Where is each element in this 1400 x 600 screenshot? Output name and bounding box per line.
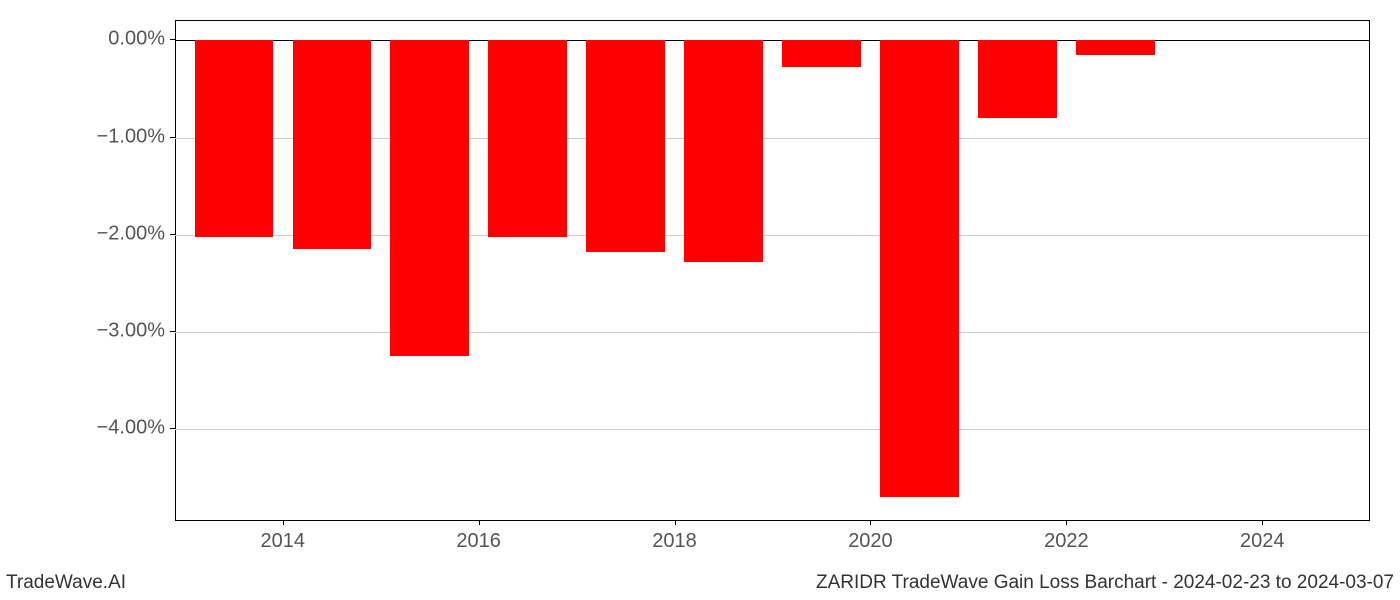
y-tick-mark xyxy=(170,428,175,429)
bar xyxy=(488,40,566,236)
x-tick-mark xyxy=(1066,520,1067,525)
footer-caption: ZARIDR TradeWave Gain Loss Barchart - 20… xyxy=(816,572,1394,594)
x-tick-label: 2018 xyxy=(652,530,697,553)
y-tick-mark xyxy=(170,137,175,138)
y-tick-mark xyxy=(170,234,175,235)
x-tick-label: 2020 xyxy=(848,530,893,553)
gridline xyxy=(175,429,1369,430)
y-tick-label: −4.00% xyxy=(25,416,165,439)
chart-plot-area xyxy=(175,20,1370,520)
gridline xyxy=(175,332,1369,333)
x-tick-mark xyxy=(479,520,480,525)
bar xyxy=(586,40,664,252)
bar xyxy=(684,40,762,261)
bar xyxy=(1076,40,1154,55)
bar xyxy=(978,40,1056,118)
bar xyxy=(195,40,273,237)
y-tick-label: −2.00% xyxy=(25,222,165,245)
x-tick-mark xyxy=(675,520,676,525)
y-tick-label: −1.00% xyxy=(25,125,165,148)
bar xyxy=(293,40,371,249)
bar xyxy=(782,40,860,66)
bar xyxy=(880,40,958,496)
y-tick-label: −3.00% xyxy=(25,319,165,342)
x-tick-label: 2024 xyxy=(1240,530,1285,553)
x-tick-mark xyxy=(1262,520,1263,525)
x-tick-mark xyxy=(870,520,871,525)
x-tick-label: 2022 xyxy=(1044,530,1089,553)
x-tick-label: 2016 xyxy=(456,530,501,553)
bar xyxy=(390,40,468,356)
footer-brand: TradeWave.AI xyxy=(6,572,126,594)
y-tick-label: 0.00% xyxy=(25,28,165,51)
axis-bottom-border xyxy=(175,520,1370,521)
y-tick-mark xyxy=(170,39,175,40)
x-tick-mark xyxy=(283,520,284,525)
x-tick-label: 2014 xyxy=(260,530,305,553)
y-tick-mark xyxy=(170,331,175,332)
